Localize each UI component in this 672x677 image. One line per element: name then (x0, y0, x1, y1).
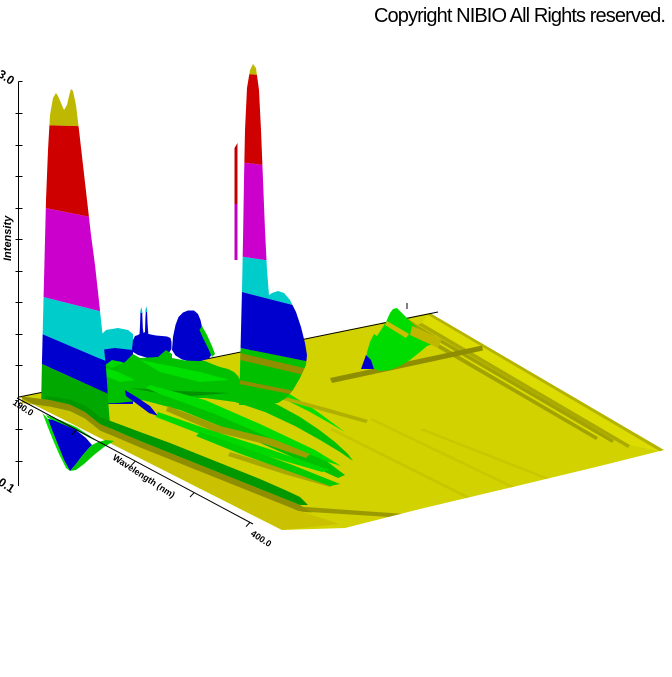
svg-text:Intensity: Intensity (2, 215, 14, 261)
svg-text:Copyright NIBIO All Rights res: Copyright NIBIO All Rights reserved. (374, 5, 665, 27)
